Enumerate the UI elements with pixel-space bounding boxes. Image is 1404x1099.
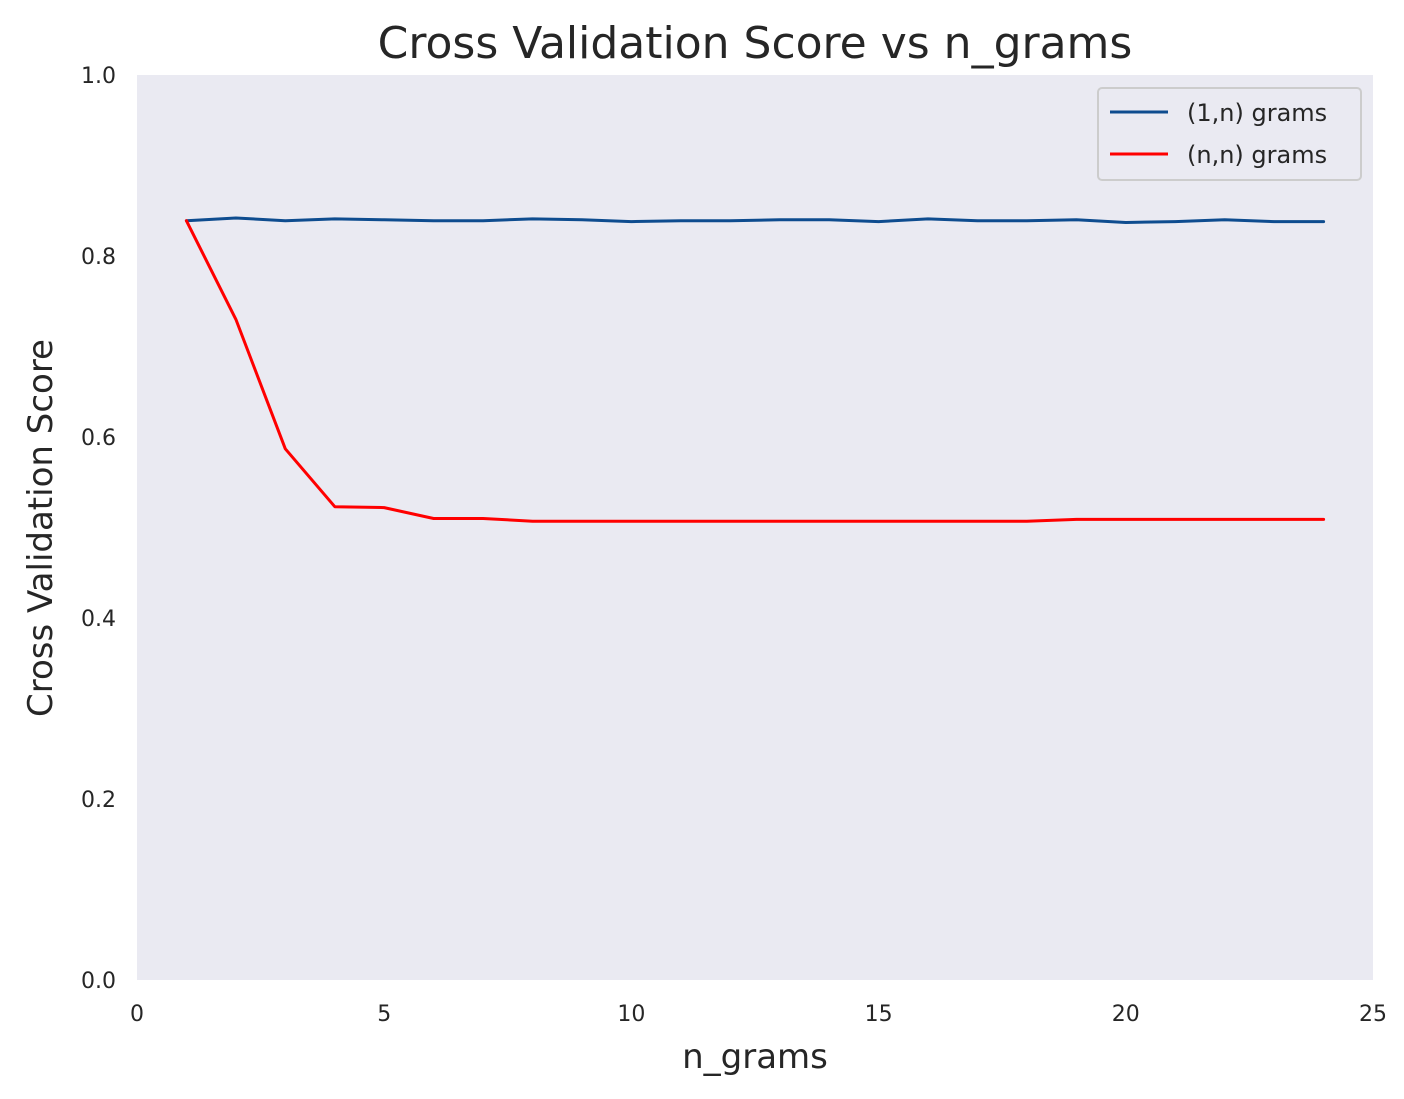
series-line-n-n-grams (184, 219, 1326, 523)
y-axis: 0.0 0.2 0.4 0.6 0.8 1.0 (81, 64, 116, 994)
x-tick-label: 20 (1112, 1002, 1140, 1027)
x-axis: 0 5 10 15 20 25 (130, 1002, 1387, 1027)
series-line-1-n-grams (184, 216, 1326, 224)
x-tick-label: 0 (130, 1002, 144, 1027)
y-axis-label: Cross Validation Score (21, 339, 61, 717)
x-tick-label: 10 (617, 1002, 645, 1027)
x-tick-label: 15 (865, 1002, 893, 1027)
y-tick-label: 0.2 (81, 788, 116, 813)
legend-label-n-n-grams: (n,n) grams (1187, 141, 1327, 169)
legend-label-1-n-grams: (1,n) grams (1187, 99, 1327, 127)
y-tick-label: 0.0 (81, 969, 116, 994)
y-tick-label: 1.0 (81, 64, 116, 89)
y-tick-label: 0.8 (81, 245, 116, 270)
y-tick-label: 0.4 (81, 607, 116, 632)
legend: (1,n) grams (n,n) grams (1097, 87, 1362, 181)
x-tick-label: 25 (1359, 1002, 1387, 1027)
plot-area (137, 75, 1373, 980)
x-axis-label: n_grams (682, 1037, 828, 1077)
y-tick-label: 0.6 (81, 426, 116, 451)
chart-title: Cross Validation Score vs n_grams (378, 18, 1133, 69)
series-layer (184, 216, 1326, 523)
x-tick-label: 5 (377, 1002, 391, 1027)
